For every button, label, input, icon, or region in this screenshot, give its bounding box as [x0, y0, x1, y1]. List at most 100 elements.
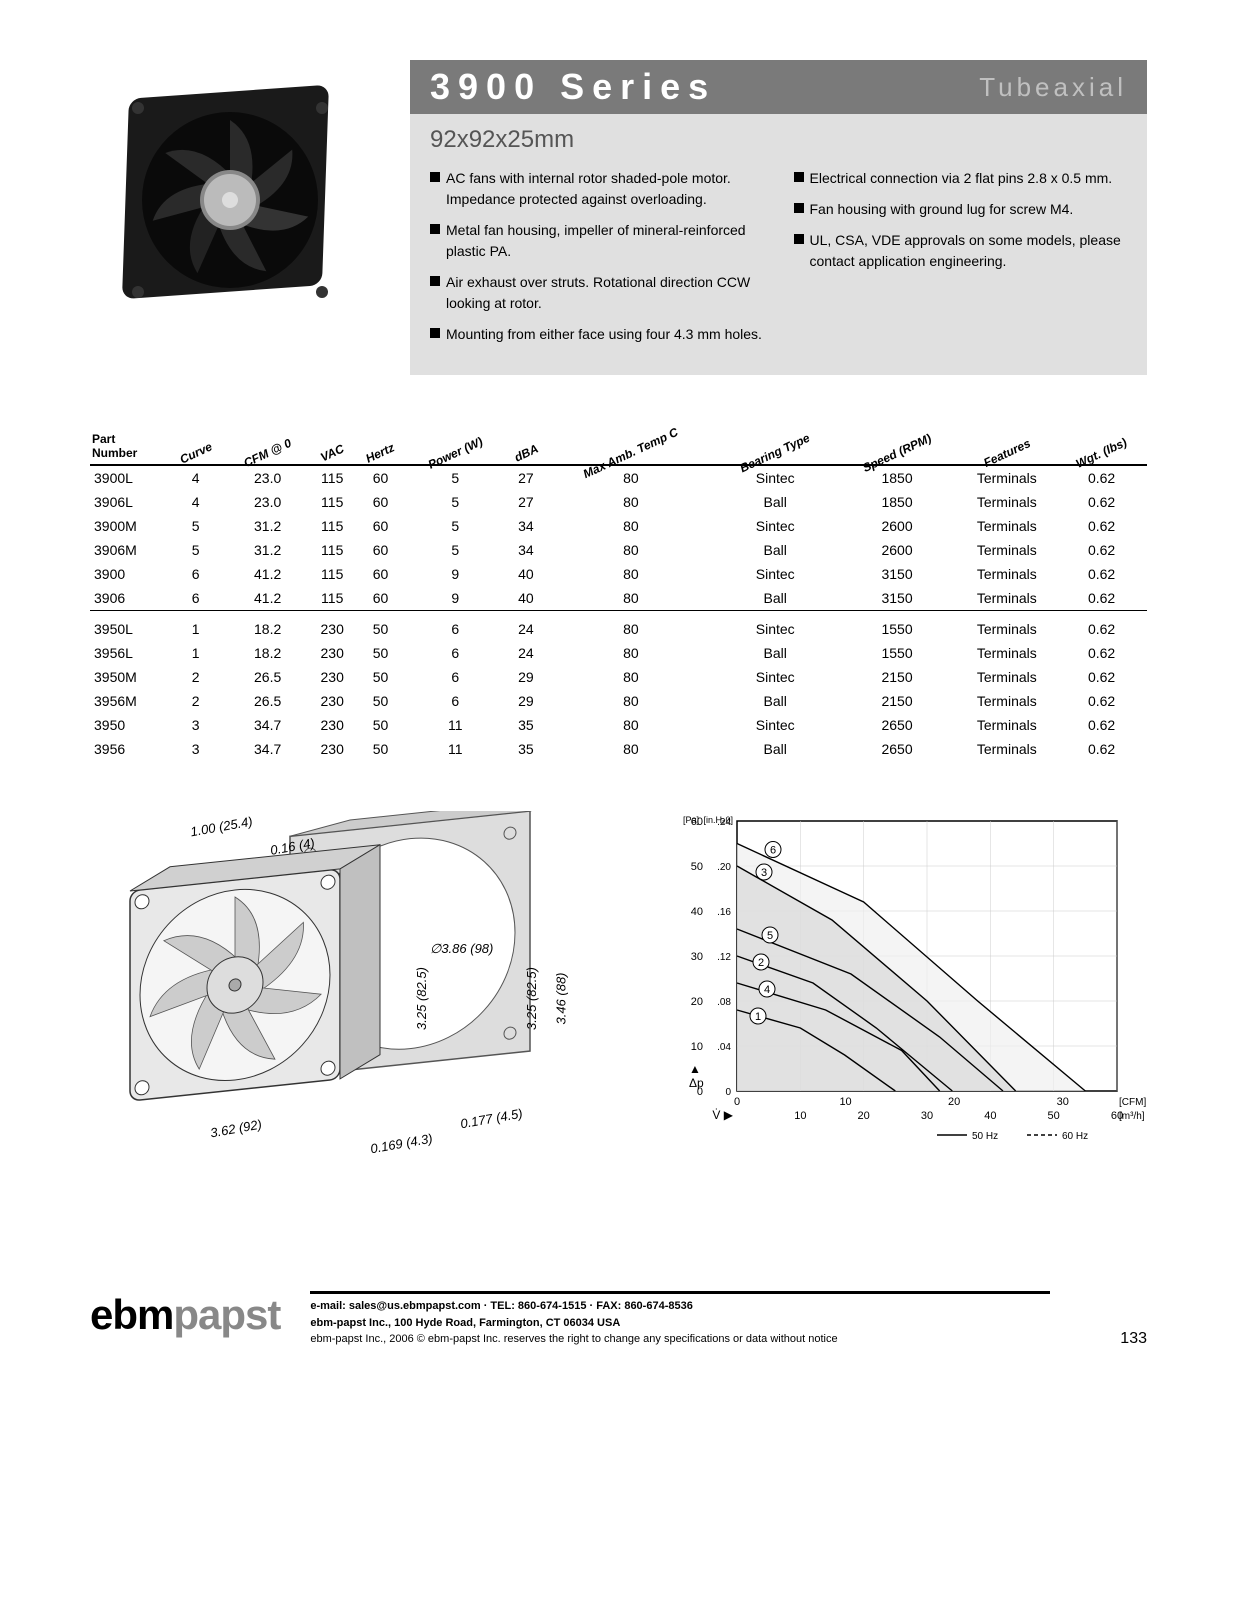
dimension-drawing: 1.00 (25.4) 0.16 (4) 3.62 (92) 0.169 (4.… [90, 811, 627, 1171]
table-cell: 41.2 [225, 586, 310, 611]
table-cell: Sintec [714, 465, 837, 490]
table-cell: 80 [548, 514, 714, 538]
svg-text:[Pa]: [Pa] [683, 815, 699, 825]
table-cell: 34 [504, 538, 548, 562]
logo-ebm: ebm [90, 1291, 173, 1338]
table-cell: 80 [548, 611, 714, 642]
feature-text: Mounting from either face using four 4.3… [446, 324, 762, 345]
table-cell: 5 [407, 538, 504, 562]
table-row: 3906M531.21156053480Ball2600Terminals0.6… [90, 538, 1147, 562]
table-cell: 0.62 [1056, 611, 1147, 642]
table-cell: 4 [166, 490, 225, 514]
svg-text:2: 2 [758, 957, 764, 969]
table-cell: Terminals [957, 641, 1056, 665]
table-cell: 3150 [837, 586, 958, 611]
footer: ebmpapst e-mail: sales@us.ebmpapst.com ·… [90, 1291, 1147, 1348]
col-header: Max Amb. Temp C [548, 415, 714, 465]
feature-text: Fan housing with ground lug for screw M4… [810, 199, 1074, 220]
table-row: 3956L118.22305062480Ball1550Terminals0.6… [90, 641, 1147, 665]
table-cell: 29 [504, 689, 548, 713]
series-title: 3900 Series [430, 66, 716, 108]
table-cell: Ball [714, 490, 837, 514]
table-cell: 3956L [90, 641, 166, 665]
feature-item: Electrical connection via 2 flat pins 2.… [794, 168, 1128, 189]
table-cell: 9 [407, 586, 504, 611]
table-cell: 34 [504, 514, 548, 538]
table-cell: Sintec [714, 713, 837, 737]
footer-line3: ebm-papst Inc., 2006 © ebm-papst Inc. re… [310, 1331, 1050, 1348]
table-cell: 50 [354, 713, 407, 737]
table-cell: 3956 [90, 737, 166, 761]
bullet-icon [430, 328, 440, 338]
bullet-icon [794, 172, 804, 182]
feature-text: Metal fan housing, impeller of mineral-r… [446, 220, 764, 262]
svg-text:[CFM]: [CFM] [1119, 1097, 1146, 1108]
svg-text:Δp: Δp [689, 1076, 704, 1090]
footer-text: e-mail: sales@us.ebmpapst.com · TEL: 860… [310, 1291, 1050, 1348]
svg-text:10: 10 [839, 1096, 851, 1108]
table-row: 3956M226.52305062980Ball2150Terminals0.6… [90, 689, 1147, 713]
table-cell: 31.2 [225, 514, 310, 538]
svg-text:6: 6 [770, 845, 776, 857]
info-box: 92x92x25mm AC fans with internal rotor s… [410, 114, 1147, 375]
table-cell: 3900L [90, 465, 166, 490]
table-cell: Terminals [957, 562, 1056, 586]
svg-text:30: 30 [921, 1110, 933, 1122]
table-cell: 80 [548, 737, 714, 761]
header-bar: 3900 Series Tubeaxial [410, 60, 1147, 114]
table-row: 3900M531.21156053480Sintec2600Terminals0… [90, 514, 1147, 538]
svg-text:.08: .08 [717, 997, 731, 1008]
table-cell: Ball [714, 586, 837, 611]
table-cell: 5 [407, 465, 504, 490]
table-cell: 0.62 [1056, 713, 1147, 737]
svg-text:V̇ ▶: V̇ ▶ [712, 1108, 733, 1122]
table-cell: 60 [354, 465, 407, 490]
table-cell: 115 [310, 514, 354, 538]
footer-line1: e-mail: sales@us.ebmpapst.com · TEL: 860… [310, 1298, 1050, 1315]
svg-text:3: 3 [761, 867, 767, 879]
table-cell: 41.2 [225, 562, 310, 586]
table-cell: 3906 [90, 586, 166, 611]
table-cell: 2650 [837, 713, 958, 737]
table-cell: 230 [310, 611, 354, 642]
table-row: 3950M226.52305062980Sintec2150Terminals0… [90, 665, 1147, 689]
table-cell: 27 [504, 490, 548, 514]
svg-text:4: 4 [764, 984, 770, 996]
table-cell: 3956M [90, 689, 166, 713]
table-cell: Sintec [714, 514, 837, 538]
table-cell: 80 [548, 586, 714, 611]
table-cell: Terminals [957, 737, 1056, 761]
svg-text:▲: ▲ [689, 1062, 701, 1076]
table-cell: 24 [504, 611, 548, 642]
table-cell: 2650 [837, 737, 958, 761]
table-cell: Terminals [957, 465, 1056, 490]
col-header: PartNumber [90, 415, 166, 465]
bullet-icon [430, 224, 440, 234]
table-cell: 24 [504, 641, 548, 665]
svg-text:50 Hz: 50 Hz [972, 1131, 998, 1142]
table-cell: 230 [310, 689, 354, 713]
table-cell: 0.62 [1056, 562, 1147, 586]
dim-d8: 3.25 (82.5) [524, 967, 539, 1030]
table-cell: 3 [166, 737, 225, 761]
table-cell: 2150 [837, 665, 958, 689]
table-cell: Terminals [957, 713, 1056, 737]
table-cell: 26.5 [225, 665, 310, 689]
logo: ebmpapst [90, 1291, 280, 1339]
table-cell: 35 [504, 737, 548, 761]
feature-item: Fan housing with ground lug for screw M4… [794, 199, 1128, 220]
table-cell: Ball [714, 641, 837, 665]
table-cell: 2 [166, 689, 225, 713]
table-cell: 34.7 [225, 713, 310, 737]
table-cell: 6 [166, 586, 225, 611]
table-cell: 115 [310, 538, 354, 562]
table-cell: 27 [504, 465, 548, 490]
table-cell: 230 [310, 641, 354, 665]
table-cell: 80 [548, 641, 714, 665]
table-cell: 1850 [837, 465, 958, 490]
table-row: 3956334.723050113580Ball2650Terminals0.6… [90, 737, 1147, 761]
table-cell: 11 [407, 737, 504, 761]
table-cell: 23.0 [225, 490, 310, 514]
table-cell: 1550 [837, 641, 958, 665]
table-cell: 4 [166, 465, 225, 490]
